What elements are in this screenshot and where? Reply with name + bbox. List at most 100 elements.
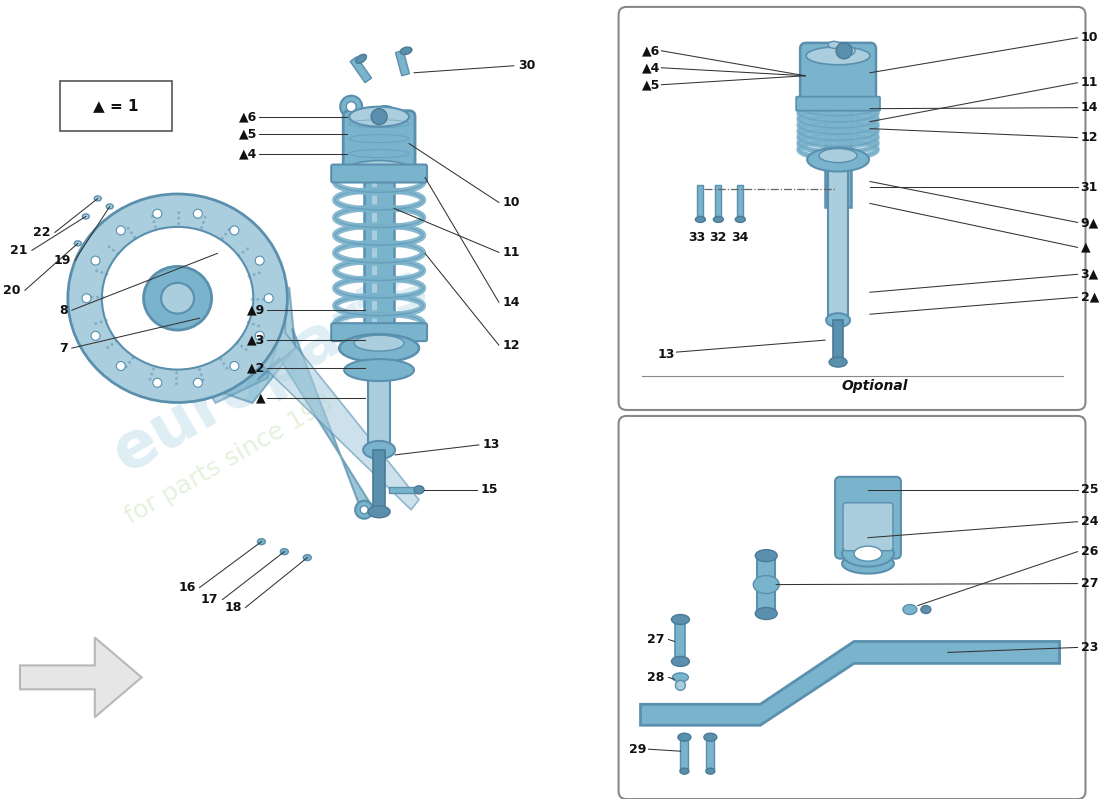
Circle shape: [177, 222, 180, 225]
Text: 25: 25: [1080, 483, 1098, 496]
Ellipse shape: [837, 46, 855, 56]
Circle shape: [256, 298, 260, 301]
Circle shape: [104, 318, 108, 322]
Circle shape: [91, 256, 100, 265]
FancyBboxPatch shape: [800, 43, 876, 106]
Polygon shape: [640, 642, 1059, 726]
Circle shape: [177, 211, 180, 214]
Text: 16: 16: [178, 581, 196, 594]
Ellipse shape: [107, 204, 113, 209]
Ellipse shape: [829, 357, 847, 367]
Text: ▲4: ▲4: [239, 147, 257, 160]
Bar: [737, 186, 744, 218]
Text: ▲5: ▲5: [641, 78, 660, 91]
Text: 23: 23: [1080, 641, 1098, 654]
Text: 27: 27: [647, 633, 664, 646]
Ellipse shape: [671, 657, 690, 666]
Circle shape: [116, 340, 118, 342]
Circle shape: [251, 298, 254, 301]
Circle shape: [240, 345, 243, 348]
Text: 14: 14: [503, 296, 520, 309]
Text: Optional: Optional: [842, 379, 908, 393]
Ellipse shape: [820, 149, 857, 162]
Ellipse shape: [754, 575, 779, 594]
Bar: [372, 174, 377, 335]
Circle shape: [133, 236, 136, 238]
Circle shape: [117, 362, 125, 370]
Text: 18: 18: [224, 601, 241, 614]
Text: ▲ = 1: ▲ = 1: [94, 98, 139, 113]
Circle shape: [148, 378, 152, 381]
Text: 7: 7: [59, 342, 68, 354]
FancyBboxPatch shape: [835, 477, 901, 558]
Text: 12: 12: [1080, 131, 1098, 144]
Circle shape: [242, 250, 244, 254]
Ellipse shape: [382, 116, 392, 122]
Circle shape: [836, 43, 852, 58]
Polygon shape: [20, 638, 142, 718]
Ellipse shape: [678, 734, 691, 742]
Circle shape: [235, 342, 239, 345]
Ellipse shape: [671, 614, 690, 625]
Bar: [828, 170, 848, 322]
Circle shape: [101, 296, 104, 298]
Circle shape: [117, 252, 119, 255]
Circle shape: [200, 226, 204, 229]
Circle shape: [355, 501, 373, 518]
Circle shape: [246, 247, 249, 250]
Circle shape: [224, 233, 227, 235]
Circle shape: [117, 226, 125, 235]
Ellipse shape: [921, 606, 931, 614]
Polygon shape: [186, 248, 295, 403]
Circle shape: [340, 96, 362, 118]
Bar: [675, 619, 685, 662]
Text: 24: 24: [1080, 515, 1098, 528]
Bar: [389, 486, 419, 493]
Circle shape: [221, 237, 223, 240]
Ellipse shape: [339, 334, 419, 362]
Polygon shape: [186, 226, 285, 403]
Text: 13: 13: [657, 348, 674, 361]
Ellipse shape: [826, 314, 850, 327]
Circle shape: [200, 374, 202, 376]
Circle shape: [238, 254, 240, 257]
Circle shape: [151, 373, 153, 375]
Circle shape: [360, 506, 368, 514]
Ellipse shape: [806, 47, 870, 65]
Ellipse shape: [354, 335, 404, 351]
Ellipse shape: [344, 359, 414, 381]
Text: 11: 11: [503, 246, 520, 259]
Bar: [364, 169, 394, 340]
Circle shape: [175, 371, 178, 374]
Circle shape: [230, 362, 239, 370]
Text: 30: 30: [518, 59, 536, 72]
Circle shape: [175, 377, 178, 380]
Text: 34: 34: [732, 231, 749, 244]
Text: 14: 14: [1080, 101, 1098, 114]
Bar: [825, 101, 851, 207]
Ellipse shape: [903, 605, 917, 614]
Text: ▲9: ▲9: [248, 304, 265, 317]
Text: 8: 8: [59, 304, 68, 317]
FancyBboxPatch shape: [843, 502, 893, 550]
Circle shape: [175, 382, 178, 386]
Text: 2▲: 2▲: [1080, 290, 1099, 304]
Text: 31: 31: [1080, 181, 1098, 194]
Ellipse shape: [161, 283, 194, 314]
Circle shape: [128, 361, 131, 364]
Text: 20: 20: [3, 284, 21, 297]
Bar: [757, 556, 776, 614]
Text: 19: 19: [54, 254, 70, 267]
Bar: [368, 378, 390, 450]
Ellipse shape: [854, 546, 882, 561]
Ellipse shape: [706, 768, 715, 774]
Ellipse shape: [368, 506, 390, 518]
Bar: [697, 186, 703, 218]
Bar: [350, 57, 372, 82]
Text: 21: 21: [10, 244, 28, 257]
Circle shape: [108, 246, 111, 249]
Text: 27: 27: [1080, 577, 1098, 590]
Ellipse shape: [82, 214, 89, 219]
Polygon shape: [250, 320, 419, 510]
Text: europarts: europarts: [101, 255, 438, 486]
